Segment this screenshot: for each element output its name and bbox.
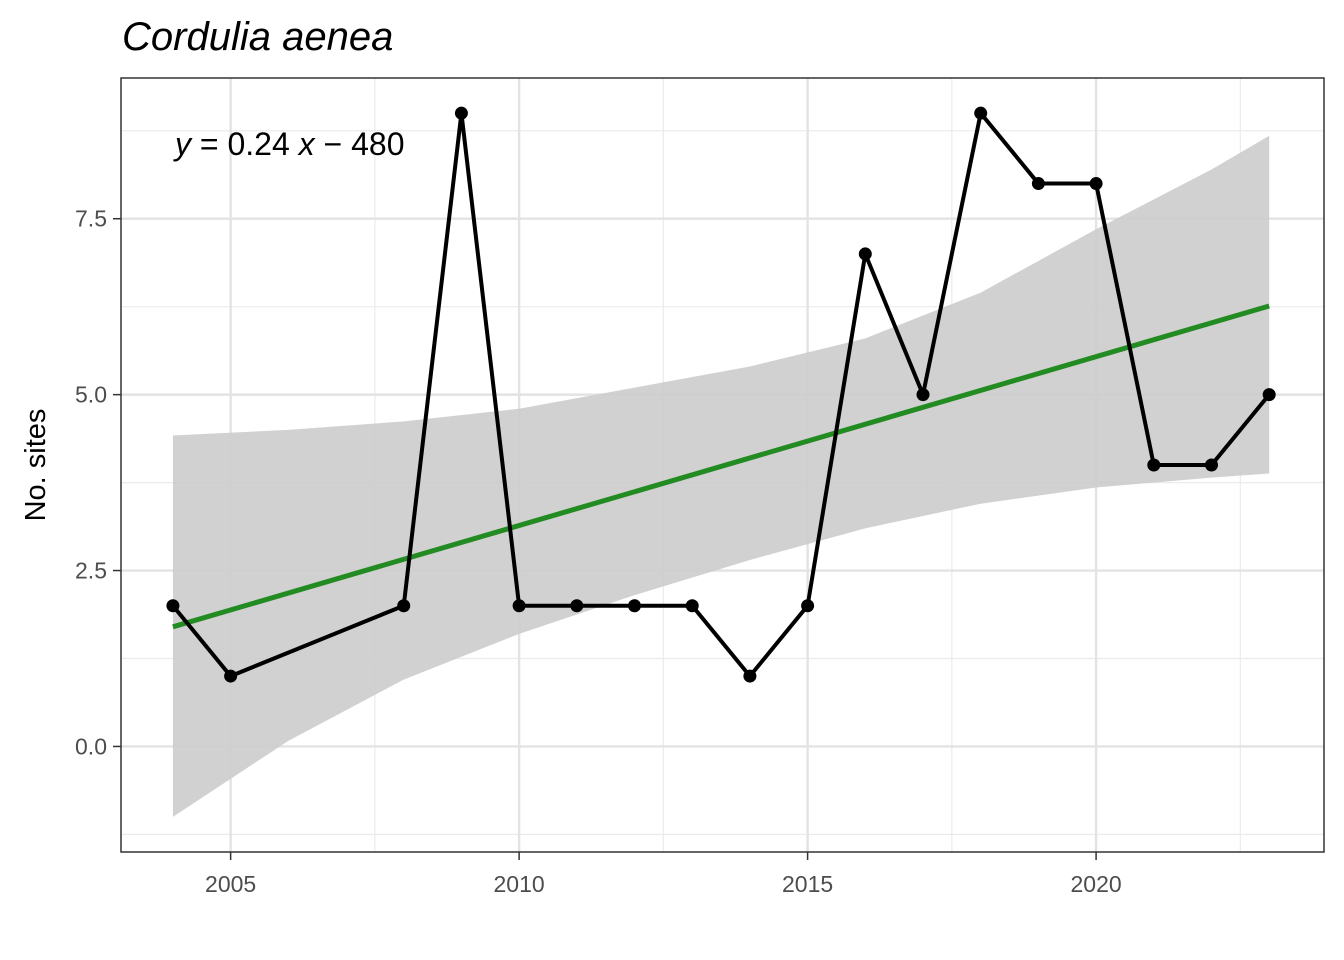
data-point: [454, 106, 468, 120]
data-point: [685, 599, 699, 613]
data-point: [512, 599, 526, 613]
confidence-band: [172, 135, 1270, 817]
equation-rest: − 480: [315, 126, 405, 162]
x-tick-label: 2015: [782, 871, 833, 897]
data-point: [743, 669, 757, 683]
y-axis-title: No. sites: [20, 409, 52, 522]
equation-var: x: [297, 126, 316, 162]
data-point: [974, 106, 988, 120]
panel-border: [120, 77, 1325, 853]
data-point: [224, 669, 238, 683]
x-tick-label: 2005: [205, 871, 256, 897]
x-tick-label: 2020: [1071, 871, 1122, 897]
data-point: [801, 599, 815, 613]
trend-line: [172, 303, 1270, 630]
y-axis: 0.0 2.5 5.0 7.5: [75, 206, 121, 759]
x-tick-label: 2010: [494, 871, 545, 897]
data-point: [1089, 177, 1103, 191]
regression-equation: y = 0.24 x − 480: [173, 126, 405, 162]
y-tick-label: 0.0: [75, 733, 107, 759]
data-point: [858, 247, 872, 261]
y-tick-label: 5.0: [75, 382, 107, 408]
chart-title: Cordulia aenea: [122, 15, 393, 59]
data-point: [1031, 177, 1045, 191]
data-point: [166, 599, 180, 613]
data-point: [628, 599, 642, 613]
data-point: [916, 388, 930, 402]
data-point: [1262, 388, 1276, 402]
series-layer: [171, 111, 1271, 679]
data-point: [397, 599, 411, 613]
data-point: [1147, 458, 1161, 472]
confidence-band-layer: [172, 135, 1270, 817]
data-point: [1204, 458, 1218, 472]
equation-equals: = 0.24: [191, 126, 299, 162]
series-line: [171, 111, 1271, 679]
equation-lhs: y: [173, 126, 193, 162]
x-axis: 2005 2010 2015 2020: [205, 852, 1122, 897]
y-tick-label: 2.5: [75, 558, 107, 584]
y-tick-label: 7.5: [75, 206, 107, 232]
data-point: [570, 599, 584, 613]
trend-line-layer: [172, 303, 1270, 630]
data-points-layer: [166, 106, 1276, 683]
